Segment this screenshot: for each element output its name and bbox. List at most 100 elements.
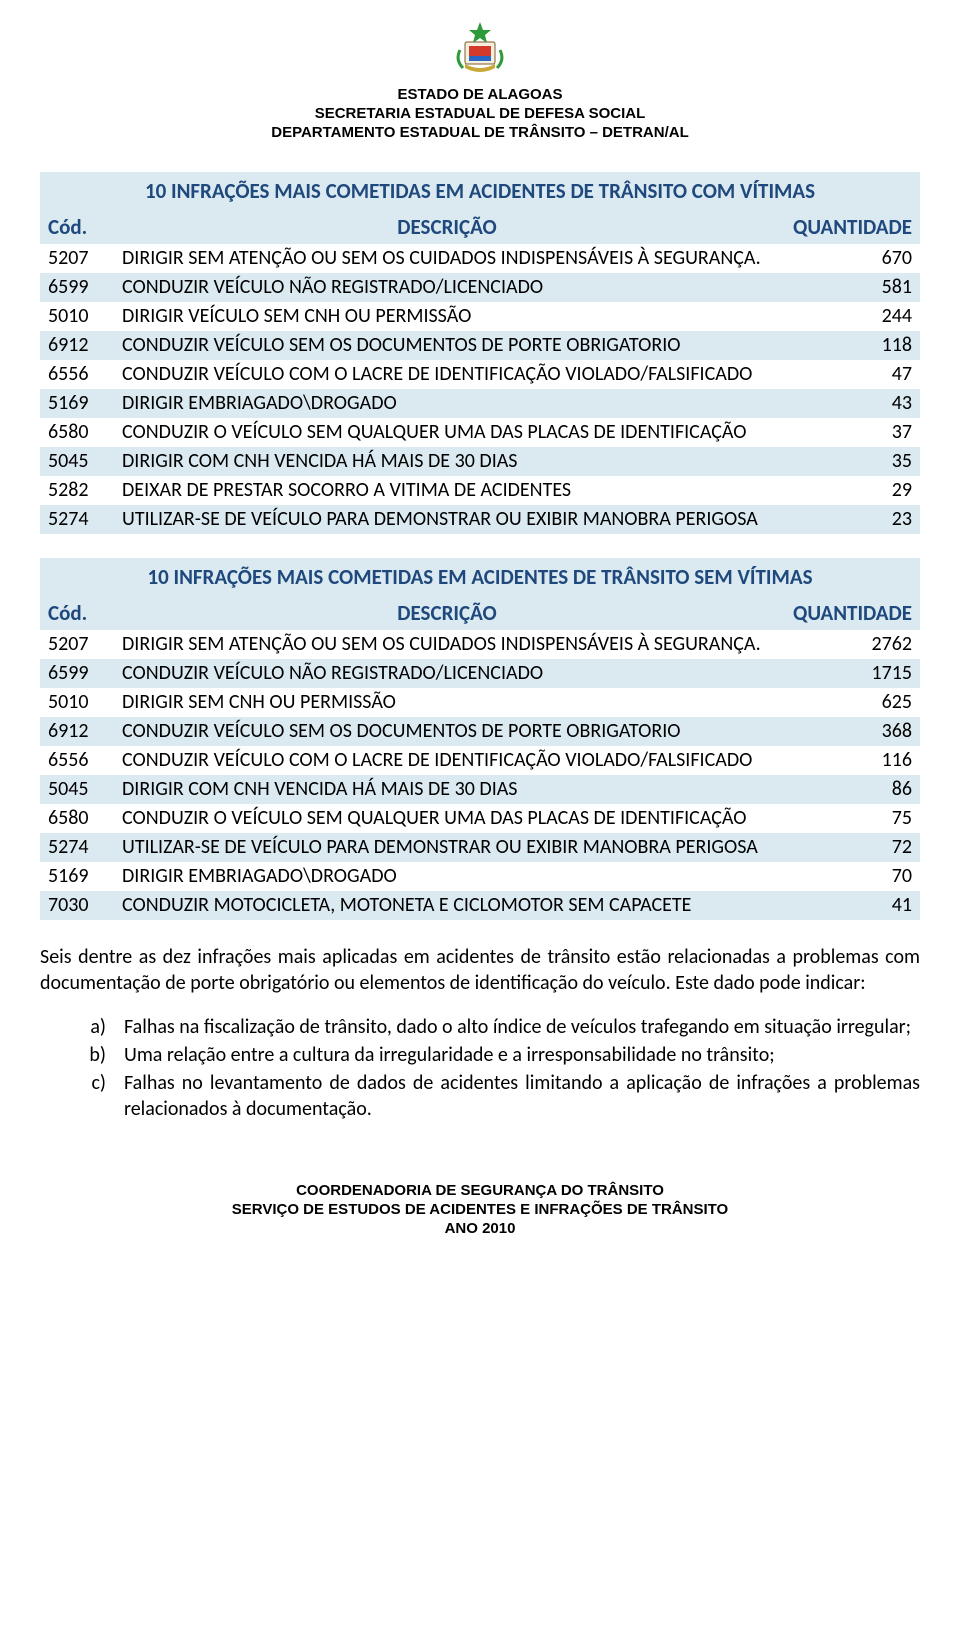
row-cod: 6556 bbox=[40, 360, 114, 389]
row-cod: 6912 bbox=[40, 331, 114, 360]
row-desc: DEIXAR DE PRESTAR SOCORRO A VITIMA DE AC… bbox=[114, 476, 780, 505]
row-desc: CONDUZIR MOTOCICLETA, MOTONETA E CICLOMO… bbox=[114, 891, 780, 920]
list-item: b)Uma relação entre a cultura da irregul… bbox=[40, 1042, 920, 1068]
table-row: 6599CONDUZIR VEÍCULO NÃO REGISTRADO/LICE… bbox=[40, 273, 920, 302]
row-cod: 5282 bbox=[40, 476, 114, 505]
list-text: Uma relação entre a cultura da irregular… bbox=[124, 1042, 920, 1068]
table2-title-row: 10 INFRAÇÕES MAIS COMETIDAS EM ACIDENTES… bbox=[40, 558, 920, 596]
table2-body: 5207DIRIGIR SEM ATENÇÃO OU SEM OS CUIDAD… bbox=[40, 630, 920, 920]
row-cod: 6580 bbox=[40, 418, 114, 447]
footer-line-3: ANO 2010 bbox=[40, 1220, 920, 1239]
row-qty: 368 bbox=[780, 717, 920, 746]
list-text: Falhas no levantamento de dados de acide… bbox=[124, 1070, 920, 1122]
infractions-without-victims-table: 10 INFRAÇÕES MAIS COMETIDAS EM ACIDENTES… bbox=[40, 558, 920, 920]
row-qty: 244 bbox=[780, 302, 920, 331]
row-qty: 47 bbox=[780, 360, 920, 389]
row-desc: CONDUZIR VEÍCULO NÃO REGISTRADO/LICENCIA… bbox=[114, 273, 780, 302]
footer-line-1: COORDENADORIA DE SEGURANÇA DO TRÂNSITO bbox=[40, 1182, 920, 1201]
row-cod: 6580 bbox=[40, 804, 114, 833]
table-row: 5169DIRIGIR EMBRIAGADO\DROGADO70 bbox=[40, 862, 920, 891]
table1-title: 10 INFRAÇÕES MAIS COMETIDAS EM ACIDENTES… bbox=[40, 172, 920, 210]
row-cod: 6912 bbox=[40, 717, 114, 746]
table-row: 6580CONDUZIR O VEÍCULO SEM QUALQUER UMA … bbox=[40, 418, 920, 447]
row-desc: DIRIGIR COM CNH VENCIDA HÁ MAIS DE 30 DI… bbox=[114, 775, 780, 804]
row-qty: 72 bbox=[780, 833, 920, 862]
list-marker: b) bbox=[40, 1042, 124, 1068]
table1-header-row: Cód. DESCRIÇÃO QUANTIDADE bbox=[40, 210, 920, 244]
row-cod: 6556 bbox=[40, 746, 114, 775]
table-row: 5207DIRIGIR SEM ATENÇÃO OU SEM OS CUIDAD… bbox=[40, 630, 920, 659]
table2-col-cod: Cód. bbox=[40, 596, 114, 630]
row-desc: DIRIGIR SEM ATENÇÃO OU SEM OS CUIDADOS I… bbox=[114, 630, 780, 659]
row-qty: 670 bbox=[780, 244, 920, 273]
infractions-with-victims-table: 10 INFRAÇÕES MAIS COMETIDAS EM ACIDENTES… bbox=[40, 172, 920, 534]
row-cod: 5010 bbox=[40, 688, 114, 717]
row-cod: 5274 bbox=[40, 505, 114, 534]
row-cod: 6599 bbox=[40, 659, 114, 688]
state-crest-icon bbox=[445, 20, 515, 80]
row-qty: 41 bbox=[780, 891, 920, 920]
row-cod: 7030 bbox=[40, 891, 114, 920]
row-qty: 2762 bbox=[780, 630, 920, 659]
row-desc: DIRIGIR SEM ATENÇÃO OU SEM OS CUIDADOS I… bbox=[114, 244, 780, 273]
table-row: 5274UTILIZAR-SE DE VEÍCULO PARA DEMONSTR… bbox=[40, 833, 920, 862]
row-qty: 37 bbox=[780, 418, 920, 447]
row-cod: 5207 bbox=[40, 630, 114, 659]
row-cod: 6599 bbox=[40, 273, 114, 302]
row-qty: 86 bbox=[780, 775, 920, 804]
row-cod: 5045 bbox=[40, 447, 114, 476]
row-desc: DIRIGIR EMBRIAGADO\DROGADO bbox=[114, 389, 780, 418]
row-desc: CONDUZIR VEÍCULO SEM OS DOCUMENTOS DE PO… bbox=[114, 717, 780, 746]
header-line-1: ESTADO DE ALAGOAS bbox=[40, 86, 920, 105]
row-desc: UTILIZAR-SE DE VEÍCULO PARA DEMONSTRAR O… bbox=[114, 505, 780, 534]
row-qty: 581 bbox=[780, 273, 920, 302]
header-line-2: SECRETARIA ESTADUAL DE DEFESA SOCIAL bbox=[40, 105, 920, 124]
row-cod: 5169 bbox=[40, 389, 114, 418]
row-desc: CONDUZIR O VEÍCULO SEM QUALQUER UMA DAS … bbox=[114, 418, 780, 447]
table-row: 6599CONDUZIR VEÍCULO NÃO REGISTRADO/LICE… bbox=[40, 659, 920, 688]
row-cod: 5045 bbox=[40, 775, 114, 804]
list-item: a)Falhas na fiscalização de trânsito, da… bbox=[40, 1014, 920, 1040]
list-text: Falhas na fiscalização de trânsito, dado… bbox=[124, 1014, 920, 1040]
row-qty: 23 bbox=[780, 505, 920, 534]
list-marker: a) bbox=[40, 1014, 124, 1040]
table-row: 5010DIRIGIR VEÍCULO SEM CNH OU PERMISSÃO… bbox=[40, 302, 920, 331]
row-desc: CONDUZIR VEÍCULO COM O LACRE DE IDENTIFI… bbox=[114, 746, 780, 775]
table1-col-desc: DESCRIÇÃO bbox=[114, 210, 780, 244]
table1-body: 5207DIRIGIR SEM ATENÇÃO OU SEM OS CUIDAD… bbox=[40, 244, 920, 534]
table2-title: 10 INFRAÇÕES MAIS COMETIDAS EM ACIDENTES… bbox=[40, 558, 920, 596]
row-qty: 75 bbox=[780, 804, 920, 833]
header-line-3: DEPARTAMENTO ESTADUAL DE TRÂNSITO – DETR… bbox=[40, 124, 920, 143]
row-desc: CONDUZIR VEÍCULO SEM OS DOCUMENTOS DE PO… bbox=[114, 331, 780, 360]
row-desc: CONDUZIR VEÍCULO COM O LACRE DE IDENTIFI… bbox=[114, 360, 780, 389]
row-desc: CONDUZIR O VEÍCULO SEM QUALQUER UMA DAS … bbox=[114, 804, 780, 833]
table-row: 5274UTILIZAR-SE DE VEÍCULO PARA DEMONSTR… bbox=[40, 505, 920, 534]
document-header: ESTADO DE ALAGOAS SECRETARIA ESTADUAL DE… bbox=[40, 20, 920, 142]
list-marker: c) bbox=[40, 1070, 124, 1122]
table1-title-row: 10 INFRAÇÕES MAIS COMETIDAS EM ACIDENTES… bbox=[40, 172, 920, 210]
table-row: 6556CONDUZIR VEÍCULO COM O LACRE DE IDEN… bbox=[40, 746, 920, 775]
row-qty: 35 bbox=[780, 447, 920, 476]
table1-col-qty: QUANTIDADE bbox=[780, 210, 920, 244]
table-row: 6912CONDUZIR VEÍCULO SEM OS DOCUMENTOS D… bbox=[40, 717, 920, 746]
row-qty: 118 bbox=[780, 331, 920, 360]
table-row: 5207DIRIGIR SEM ATENÇÃO OU SEM OS CUIDAD… bbox=[40, 244, 920, 273]
table-row: 5045DIRIGIR COM CNH VENCIDA HÁ MAIS DE 3… bbox=[40, 775, 920, 804]
row-desc: DIRIGIR VEÍCULO SEM CNH OU PERMISSÃO bbox=[114, 302, 780, 331]
analysis-list: a)Falhas na fiscalização de trânsito, da… bbox=[40, 1014, 920, 1122]
table2-col-qty: QUANTIDADE bbox=[780, 596, 920, 630]
row-desc: DIRIGIR EMBRIAGADO\DROGADO bbox=[114, 862, 780, 891]
row-qty: 625 bbox=[780, 688, 920, 717]
row-cod: 5207 bbox=[40, 244, 114, 273]
list-item: c)Falhas no levantamento de dados de aci… bbox=[40, 1070, 920, 1122]
row-cod: 5274 bbox=[40, 833, 114, 862]
row-cod: 5169 bbox=[40, 862, 114, 891]
table1-col-cod: Cód. bbox=[40, 210, 114, 244]
table2-col-desc: DESCRIÇÃO bbox=[114, 596, 780, 630]
table-row: 6580CONDUZIR O VEÍCULO SEM QUALQUER UMA … bbox=[40, 804, 920, 833]
table-row: 6912CONDUZIR VEÍCULO SEM OS DOCUMENTOS D… bbox=[40, 331, 920, 360]
row-desc: CONDUZIR VEÍCULO NÃO REGISTRADO/LICENCIA… bbox=[114, 659, 780, 688]
table-row: 6556CONDUZIR VEÍCULO COM O LACRE DE IDEN… bbox=[40, 360, 920, 389]
row-desc: DIRIGIR SEM CNH OU PERMISSÃO bbox=[114, 688, 780, 717]
row-qty: 29 bbox=[780, 476, 920, 505]
